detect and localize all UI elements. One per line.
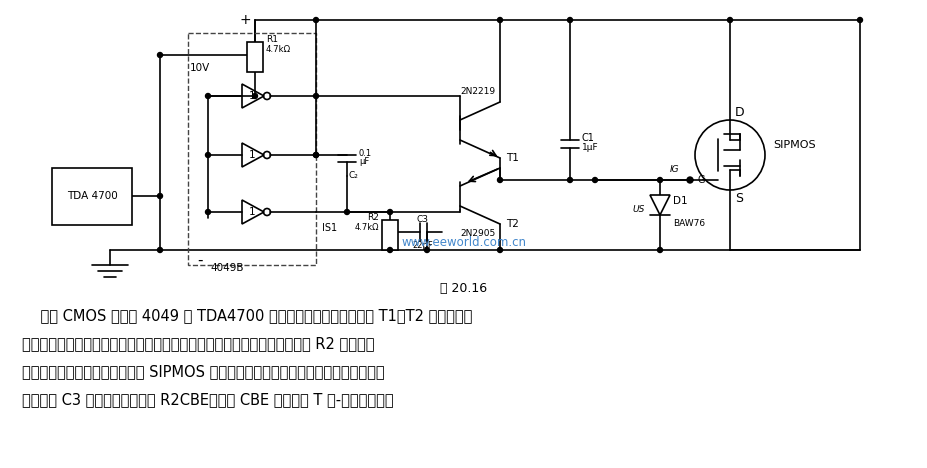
Text: 10V: 10V (190, 63, 210, 73)
Circle shape (567, 17, 572, 22)
Text: 2N2219: 2N2219 (460, 88, 495, 96)
Text: BAW76: BAW76 (672, 219, 705, 227)
Circle shape (313, 153, 318, 158)
Text: 0.1: 0.1 (359, 148, 372, 158)
Bar (188, 33, 316, 265)
Text: US: US (632, 205, 644, 213)
Circle shape (313, 153, 318, 158)
Text: C3: C3 (416, 214, 428, 224)
Circle shape (727, 17, 731, 22)
Polygon shape (649, 195, 669, 215)
Text: IS1: IS1 (322, 223, 337, 233)
Text: C1: C1 (581, 133, 594, 143)
Circle shape (591, 177, 597, 183)
Text: TDA 4700: TDA 4700 (67, 191, 117, 201)
Circle shape (567, 177, 572, 183)
Circle shape (497, 177, 502, 183)
Circle shape (252, 94, 257, 98)
Text: 利用 CMOS 反相器 4049 作 TDA4700 输出信号的反相级和晶体管 T1、T2 的驱动级。: 利用 CMOS 反相器 4049 作 TDA4700 输出信号的反相级和晶体管 … (22, 308, 472, 323)
Text: 1: 1 (248, 150, 255, 160)
Text: www.eeworld.com.cn: www.eeworld.com.cn (401, 236, 526, 249)
Text: 三个反相器并联有两个输出端分别加到推挽电路的两个晶体管基极上。电阻 R2 用来在控: 三个反相器并联有两个输出端分别加到推挽电路的两个晶体管基极上。电阻 R2 用来在… (22, 336, 375, 351)
Circle shape (424, 248, 429, 253)
Text: 图 20.16: 图 20.16 (440, 281, 487, 294)
Circle shape (205, 94, 210, 98)
Text: μF: μF (359, 158, 369, 167)
Text: 1μF: 1μF (581, 144, 598, 153)
Bar (382, 220, 398, 250)
Text: IG: IG (669, 166, 679, 175)
Circle shape (387, 248, 392, 253)
Text: T2: T2 (505, 219, 518, 229)
Text: 1: 1 (248, 91, 255, 101)
Circle shape (158, 193, 162, 198)
Circle shape (857, 17, 861, 22)
Text: S: S (734, 191, 743, 205)
Text: T1: T1 (505, 153, 518, 163)
Circle shape (387, 210, 392, 214)
Text: 4049B: 4049B (210, 263, 243, 273)
Text: G: G (697, 175, 705, 185)
Bar (52, 168, 132, 225)
Circle shape (686, 177, 692, 183)
Text: C₂: C₂ (349, 171, 359, 181)
Text: 通。电容 C3 用来缩短时间常数 R2CBE，这里 CBE 为晶体管 T 基-射极间电容。: 通。电容 C3 用来缩短时间常数 R2CBE，这里 CBE 为晶体管 T 基-射… (22, 393, 393, 408)
Text: R1: R1 (266, 36, 278, 44)
Circle shape (313, 94, 318, 98)
Text: 4.7kΩ: 4.7kΩ (266, 44, 291, 53)
Text: 22pF: 22pF (413, 241, 433, 250)
Circle shape (497, 248, 502, 253)
Text: R2: R2 (367, 212, 378, 221)
Bar (247, 42, 262, 72)
Circle shape (313, 17, 318, 22)
Text: 1: 1 (248, 207, 255, 217)
Circle shape (657, 248, 662, 253)
Text: SIPMOS: SIPMOS (772, 140, 815, 150)
Text: 4.7kΩ: 4.7kΩ (354, 222, 378, 232)
Circle shape (344, 210, 349, 214)
Text: D1: D1 (672, 196, 687, 206)
Text: -: - (197, 253, 202, 268)
Circle shape (205, 210, 210, 214)
Text: +: + (239, 13, 250, 27)
Circle shape (497, 17, 502, 22)
Text: 2N2905: 2N2905 (460, 229, 495, 239)
Text: D: D (734, 105, 743, 118)
Text: 制电路不能保证有足够电压时给 SIPMOS 管的门极提供一个一定的电位，防止该管误导: 制电路不能保证有足够电压时给 SIPMOS 管的门极提供一个一定的电位，防止该管… (22, 365, 384, 380)
Circle shape (158, 248, 162, 253)
Circle shape (158, 52, 162, 58)
Circle shape (657, 177, 662, 183)
Circle shape (205, 153, 210, 158)
